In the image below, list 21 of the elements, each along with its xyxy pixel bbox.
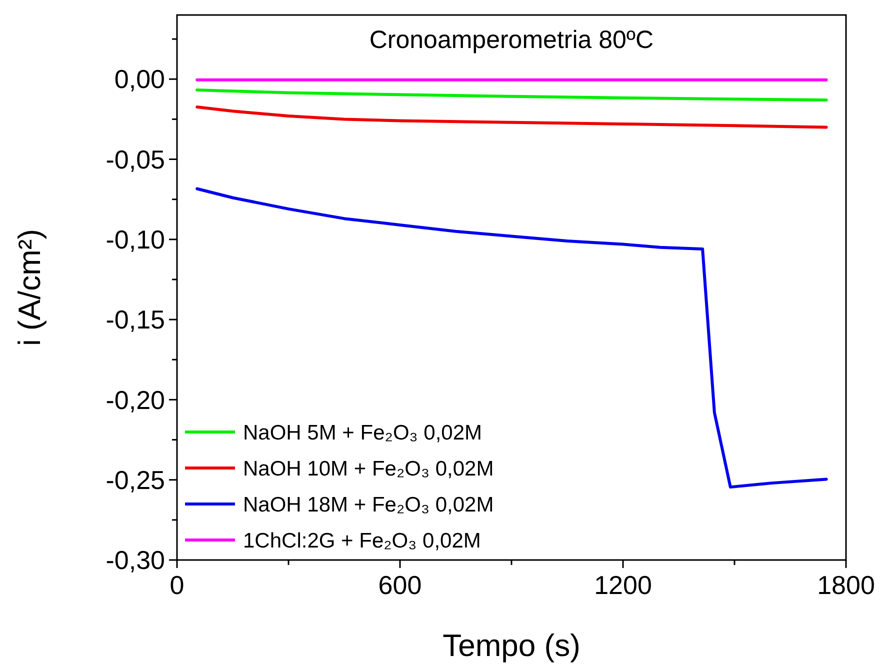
x-axis-title: Tempo (s) [442,628,580,663]
legend-label: 1ChCl:2G + Fe₂O₃ 0,02M [243,529,481,552]
y-axis-title: i (A/cm²) [12,228,47,346]
line-series [196,88,828,102]
y-tick-label: -0,10 [106,224,165,255]
y-tick-label: -0,20 [106,384,165,415]
chart-title: Cronoamperometria 80ºC [369,26,654,54]
y-tick-label: -0,15 [106,304,165,335]
legend-label: NaOH 5M + Fe₂O₃ 0,02M [243,421,482,444]
y-tick-label: -0,05 [106,144,165,174]
y-tick-label: 0,00 [114,64,165,94]
x-tick-label: 1800 [817,570,875,600]
y-tick-label: -0,30 [106,545,165,576]
line-series [196,187,828,489]
line-series [196,106,828,129]
x-tick-label: 600 [378,570,422,600]
y-tick-label: -0,25 [106,464,165,495]
x-tick-label: 1200 [594,570,652,600]
x-tick-label: 0 [170,570,184,600]
legend-label: NaOH 18M + Fe₂O₃ 0,02M [243,493,494,516]
legend-label: NaOH 10M + Fe₂O₃ 0,02M [243,457,494,480]
